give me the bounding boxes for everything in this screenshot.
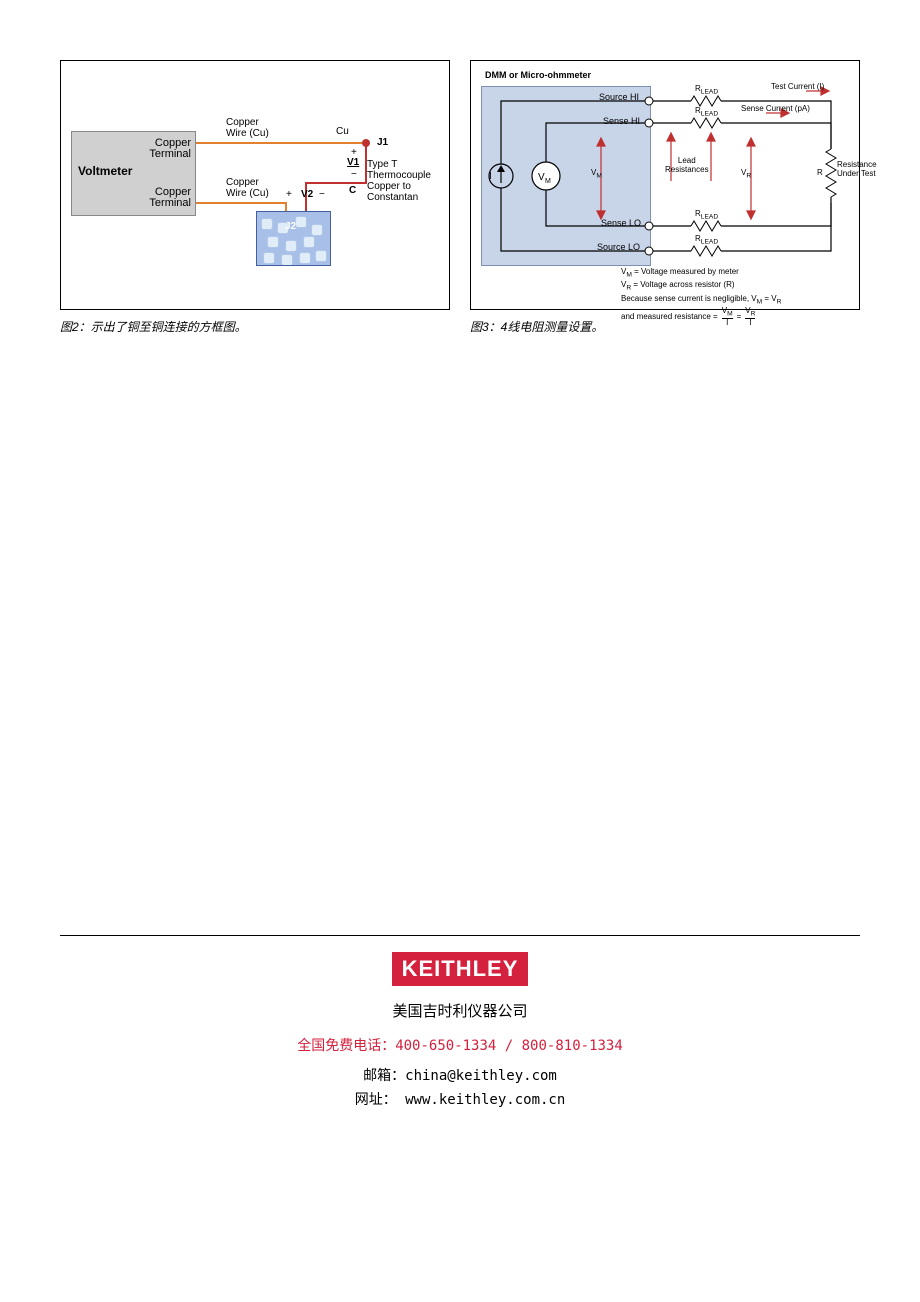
label-cu: Cu <box>336 126 349 137</box>
horizontal-rule <box>60 935 860 936</box>
company-name: 美国吉时利仪器公司 <box>60 1000 860 1021</box>
page-container: Voltmeter Copper Terminal Copper Termina… <box>0 0 920 1153</box>
svg-text:M: M <box>545 178 551 185</box>
label-j1: J1 <box>377 137 388 148</box>
label-source-lo: Source LO <box>597 243 640 253</box>
web-line: 网址： www.keithley.com.cn <box>60 1089 860 1109</box>
label-type-t: Type T Thermocouple Copper to Constantan <box>367 159 431 203</box>
label-test-current: Test Current (I) <box>771 83 824 92</box>
label-c: C <box>349 185 356 196</box>
svg-text:V: V <box>538 172 545 183</box>
figure-3-equations: VM = Voltage measured by meter VR = Volt… <box>621 267 851 327</box>
label-rlead-2: RLEAD <box>695 107 718 118</box>
label-rlead-1: RLEAD <box>695 85 718 96</box>
label-r: R <box>817 169 823 178</box>
figure-2-caption: 图2：示出了铜至铜连接的方框图。 <box>60 318 450 335</box>
label-v2: V2 <box>301 189 313 200</box>
label-source-hi: Source HI <box>599 93 639 103</box>
figure-3: DMM or Micro-ohmmeter I V M <box>470 60 860 310</box>
figure-2: Voltmeter Copper Terminal Copper Termina… <box>60 60 450 310</box>
label-sense-current: Sense Current (pA) <box>741 105 810 114</box>
figure-row: Voltmeter Copper Terminal Copper Termina… <box>60 60 860 310</box>
label-minus-v2: − <box>319 189 325 200</box>
page-footer: KEITHLEY 美国吉时利仪器公司 全国免费电话：400-650-1334 /… <box>60 952 860 1109</box>
label-plus-v2: + <box>286 189 292 200</box>
email-line: 邮箱：china@keithley.com <box>60 1065 860 1085</box>
label-sense-lo: Sense LO <box>601 219 641 229</box>
label-lead-res: Lead Resistances <box>665 157 709 175</box>
label-rlead-4: RLEAD <box>695 235 718 246</box>
svg-text:I: I <box>489 171 492 182</box>
label-minus-v1: − <box>351 169 357 180</box>
label-j2: J2 <box>285 221 296 232</box>
label-sense-hi: Sense HI <box>603 117 640 127</box>
label-v1: V1 <box>347 157 359 168</box>
label-copper-wire-2: Copper Wire (Cu) <box>226 177 269 199</box>
label-rut: Resistance Under Test <box>837 161 877 179</box>
label-rlead-3: RLEAD <box>695 210 718 221</box>
phone-line: 全国免费电话：400-650-1334 / 800-810-1334 <box>60 1035 860 1055</box>
label-copper-wire-1: Copper Wire (Cu) <box>226 117 269 139</box>
label-vm-arrow: VM <box>591 169 602 180</box>
ice-bath <box>256 211 331 266</box>
label-vr-arrow: VR <box>741 169 751 180</box>
keithley-logo: KEITHLEY <box>392 952 529 986</box>
